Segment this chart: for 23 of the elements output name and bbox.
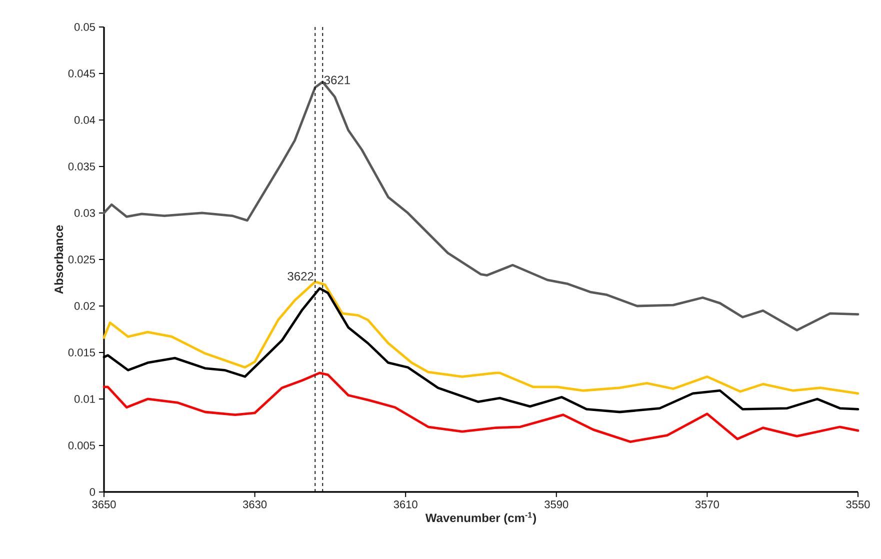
annotation: 3621 bbox=[324, 76, 350, 84]
x-axis-title: Wavenumber (cm$^{-1}$) bbox=[425, 512, 536, 525]
y-tick-label: 0.025 bbox=[68, 256, 95, 264]
annotation: 3622 bbox=[288, 272, 314, 280]
y-tick-label: 0.01 bbox=[74, 395, 95, 403]
y-tick-label: 0.045 bbox=[68, 70, 95, 78]
y-axis-title: Absorbance bbox=[54, 225, 64, 294]
x-tick-label: 3630 bbox=[242, 500, 267, 508]
y-tick-label: 0 bbox=[90, 488, 96, 496]
x-tick-label: 3650 bbox=[92, 500, 116, 508]
y-tick-label: 0.02 bbox=[74, 302, 95, 310]
line-series bbox=[102, 372, 860, 443]
x-tick-label: 3550 bbox=[846, 500, 870, 508]
y-tick-label: 0.05 bbox=[74, 23, 95, 31]
x-tick-label: 3610 bbox=[394, 500, 418, 508]
y-tick-label: 0.03 bbox=[74, 209, 95, 217]
x-tick-label: 3570 bbox=[695, 500, 719, 508]
line-series bbox=[102, 280, 860, 395]
y-tick-label: 0.035 bbox=[68, 162, 95, 170]
x-tick-label: 3590 bbox=[544, 500, 568, 508]
y-tick-label: 0.04 bbox=[74, 116, 96, 124]
y-tick-label: 0.015 bbox=[68, 348, 95, 356]
y-tick-label: 0.005 bbox=[68, 442, 95, 450]
